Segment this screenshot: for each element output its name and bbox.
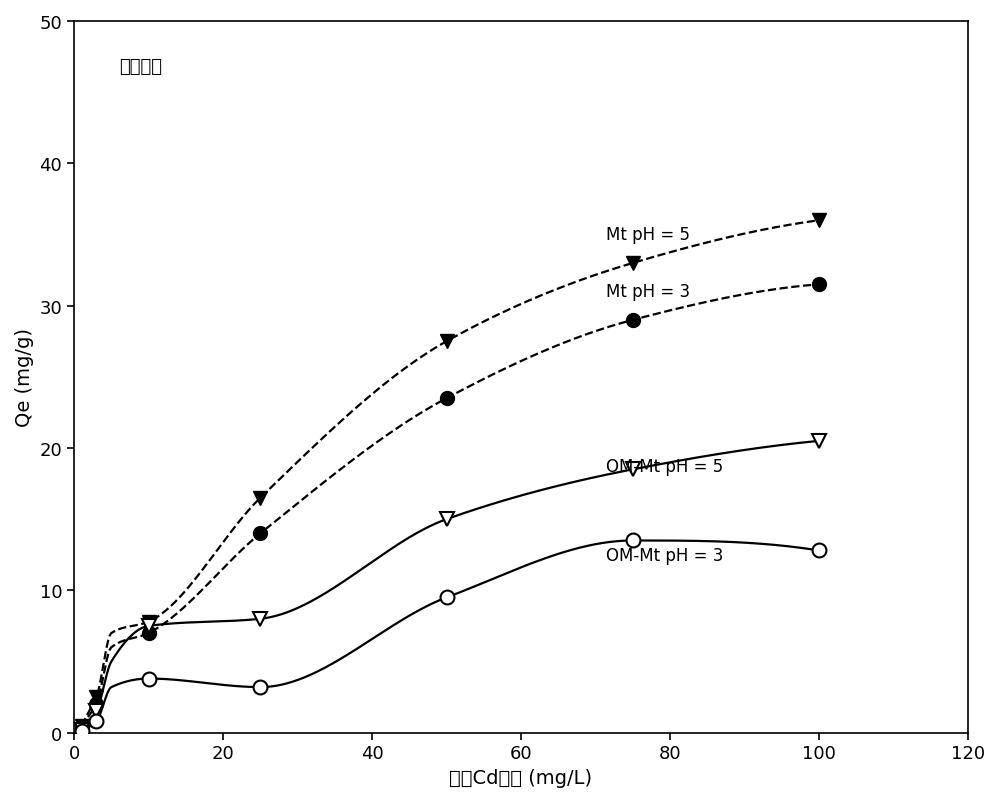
X-axis label: 初始Cd浓度 (mg/L): 初始Cd浓度 (mg/L)	[449, 768, 593, 787]
Text: Mt pH = 3: Mt pH = 3	[606, 283, 690, 301]
Y-axis label: Qe (mg/g): Qe (mg/g)	[15, 328, 34, 427]
Text: 酸性条件: 酸性条件	[119, 58, 162, 75]
Text: Mt pH = 5: Mt pH = 5	[606, 226, 690, 244]
Text: OM-Mt pH = 3: OM-Mt pH = 3	[606, 546, 723, 564]
Text: OM-Mt pH = 5: OM-Mt pH = 5	[606, 457, 723, 475]
